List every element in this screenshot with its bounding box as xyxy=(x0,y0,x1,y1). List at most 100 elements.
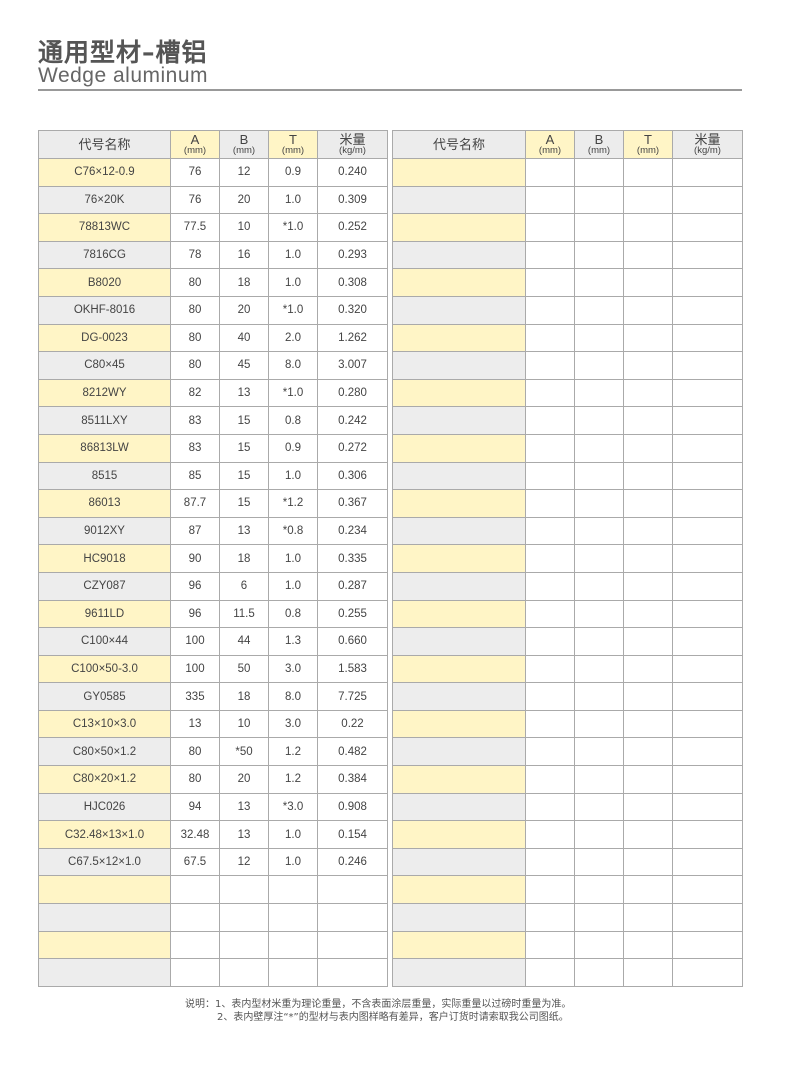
cell-name xyxy=(38,930,171,960)
cell-weight xyxy=(672,323,743,353)
cell-b: 15 xyxy=(219,433,269,463)
cell-t xyxy=(623,351,673,380)
cell-a xyxy=(525,185,575,215)
cell-name xyxy=(392,930,526,960)
cell-name xyxy=(392,903,526,932)
column-unit: (mm) xyxy=(232,145,256,157)
cell-t: *1.0 xyxy=(268,295,318,325)
table-row: 78813WC 77.5 10 *1.0 0.252 xyxy=(38,213,388,242)
cell-a: 80 xyxy=(170,323,220,353)
cell-weight: 0.234 xyxy=(317,516,388,546)
table-row xyxy=(392,737,743,767)
cell-name xyxy=(392,240,526,270)
cell-b: 50 xyxy=(219,654,269,684)
table-row xyxy=(392,709,743,739)
cell-name xyxy=(392,268,526,297)
cell-weight: 0.293 xyxy=(317,240,388,270)
table-row: C13×10×3.0 13 10 3.0 0.22 xyxy=(38,709,388,739)
table-row xyxy=(392,875,743,905)
cell-t: *3.0 xyxy=(268,792,318,822)
cell-t: *1.2 xyxy=(268,489,318,518)
cell-a: 85 xyxy=(170,461,220,491)
cell-t: 3.0 xyxy=(268,654,318,684)
cell-b xyxy=(574,599,624,629)
cell-name xyxy=(392,213,526,242)
cell-t xyxy=(623,875,673,905)
cell-weight xyxy=(672,847,743,877)
cell-a: 83 xyxy=(170,406,220,435)
cell-a: 82 xyxy=(170,378,220,408)
cell-t xyxy=(623,323,673,353)
cell-weight xyxy=(672,461,743,491)
cell-name xyxy=(392,792,526,822)
cell-a: 96 xyxy=(170,599,220,629)
cell-b xyxy=(219,875,269,905)
cell-t xyxy=(623,489,673,518)
page-subtitle: Wedge aluminum xyxy=(38,64,209,87)
cell-a xyxy=(525,240,575,270)
cell-a: 100 xyxy=(170,627,220,656)
cell-t xyxy=(623,847,673,877)
cell-a xyxy=(525,213,575,242)
cell-t xyxy=(623,378,673,408)
table-row: C80×50×1.2 80 *50 1.2 0.482 xyxy=(38,737,388,767)
spec-table-right: 代号名称 A (mm) B (mm) T (mm) 米量 (kg/m) xyxy=(392,130,743,987)
cell-b: 18 xyxy=(219,682,269,711)
cell-a: 32.48 xyxy=(170,820,220,849)
cell-a: 100 xyxy=(170,654,220,684)
table-row: 86813LW 83 15 0.9 0.272 xyxy=(38,433,388,463)
cell-t: 3.0 xyxy=(268,709,318,739)
cell-t xyxy=(623,185,673,215)
column-label: T xyxy=(644,132,652,148)
cell-weight: 1.583 xyxy=(317,654,388,684)
column-label: 代号名称 xyxy=(78,137,131,152)
cell-name: C76×12-0.9 xyxy=(38,158,171,187)
cell-b xyxy=(574,185,624,215)
cell-weight: 0.335 xyxy=(317,544,388,573)
cell-t: 0.8 xyxy=(268,599,318,629)
table-row xyxy=(392,433,743,463)
cell-t: 1.2 xyxy=(268,765,318,794)
cell-name xyxy=(392,709,526,739)
cell-t: 2.0 xyxy=(268,323,318,353)
cell-a xyxy=(525,709,575,739)
cell-name: C67.5×12×1.0 xyxy=(38,847,171,877)
table-row: C67.5×12×1.0 67.5 12 1.0 0.246 xyxy=(38,847,388,877)
table-row: OKHF-8016 80 20 *1.0 0.320 xyxy=(38,295,388,325)
table-row xyxy=(392,378,743,408)
cell-a xyxy=(525,433,575,463)
column-label: A xyxy=(545,132,555,148)
cell-b: 13 xyxy=(219,516,269,546)
cell-name xyxy=(392,958,526,987)
cell-b: 6 xyxy=(219,571,269,601)
cell-b: 18 xyxy=(219,268,269,297)
column-header: 米量 (kg/m) xyxy=(317,130,388,159)
cell-a xyxy=(525,489,575,518)
cell-t xyxy=(623,461,673,491)
cell-a xyxy=(170,903,220,932)
cell-a xyxy=(525,323,575,353)
cell-t xyxy=(623,571,673,601)
column-label: A xyxy=(190,132,200,148)
cell-weight: 3.007 xyxy=(317,351,388,380)
cell-weight xyxy=(672,571,743,601)
table-row: HC9018 90 18 1.0 0.335 xyxy=(38,544,388,573)
cell-b: 18 xyxy=(219,544,269,573)
cell-t xyxy=(623,268,673,297)
cell-name: HC9018 xyxy=(38,544,171,573)
cell-b: 15 xyxy=(219,489,269,518)
cell-a xyxy=(525,158,575,187)
cell-t: 1.3 xyxy=(268,627,318,656)
cell-b: 11.5 xyxy=(219,599,269,629)
table-row xyxy=(392,792,743,822)
cell-weight xyxy=(672,268,743,297)
column-unit: (kg/m) xyxy=(694,145,721,157)
cell-a xyxy=(525,516,575,546)
table-row xyxy=(392,682,743,711)
cell-name: B8020 xyxy=(38,268,171,297)
cell-weight xyxy=(672,792,743,822)
cell-weight: 0.482 xyxy=(317,737,388,767)
cell-weight xyxy=(672,737,743,767)
cell-a xyxy=(525,820,575,849)
cell-a: 80 xyxy=(170,351,220,380)
